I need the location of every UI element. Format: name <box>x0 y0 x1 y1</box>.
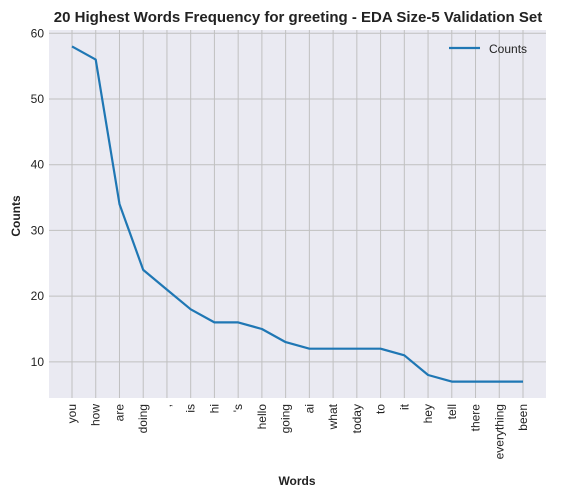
x-tick-label: been <box>516 404 530 431</box>
y-tick-label: 30 <box>31 223 45 237</box>
x-tick-label: 's <box>231 404 245 412</box>
x-tick-label: to <box>374 404 388 414</box>
y-tick-label: 40 <box>31 158 45 172</box>
x-tick-label: how <box>89 404 103 426</box>
x-axis-label: Words <box>278 474 315 488</box>
x-tick-label: hey <box>421 404 435 423</box>
x-tick-label: there <box>469 404 483 432</box>
x-tick-label: what <box>326 403 340 430</box>
x-tick-label: tell <box>445 404 459 419</box>
x-tick-label: is <box>184 404 198 413</box>
x-tick-label: doing <box>136 404 150 433</box>
x-tick-label: you <box>65 404 79 423</box>
x-tick-label: going <box>279 404 293 433</box>
x-tick-label: , <box>160 404 174 407</box>
x-tick-label: everything <box>492 404 506 459</box>
legend-label-counts: Counts <box>489 42 527 56</box>
y-tick-label: 20 <box>31 289 45 303</box>
x-axis-ticks: you how are doing, is hi 's hello going ai what tod… <box>65 403 530 459</box>
y-tick-label: 10 <box>31 355 45 369</box>
y-axis-label: Counts <box>9 195 23 237</box>
y-tick-label: 60 <box>31 26 45 40</box>
x-tick-label: hi <box>207 404 221 413</box>
y-tick-label: 50 <box>31 92 45 106</box>
x-tick-label: are <box>112 404 126 422</box>
chart-title: 20 Highest Words Frequency for greeting … <box>54 9 542 26</box>
y-axis-ticks: 10 20 30 40 50 60 <box>31 26 45 369</box>
x-tick-label: today <box>350 404 364 433</box>
x-tick-label: hello <box>255 404 269 430</box>
x-tick-label: ai <box>302 404 316 413</box>
x-tick-label: it <box>397 403 411 410</box>
